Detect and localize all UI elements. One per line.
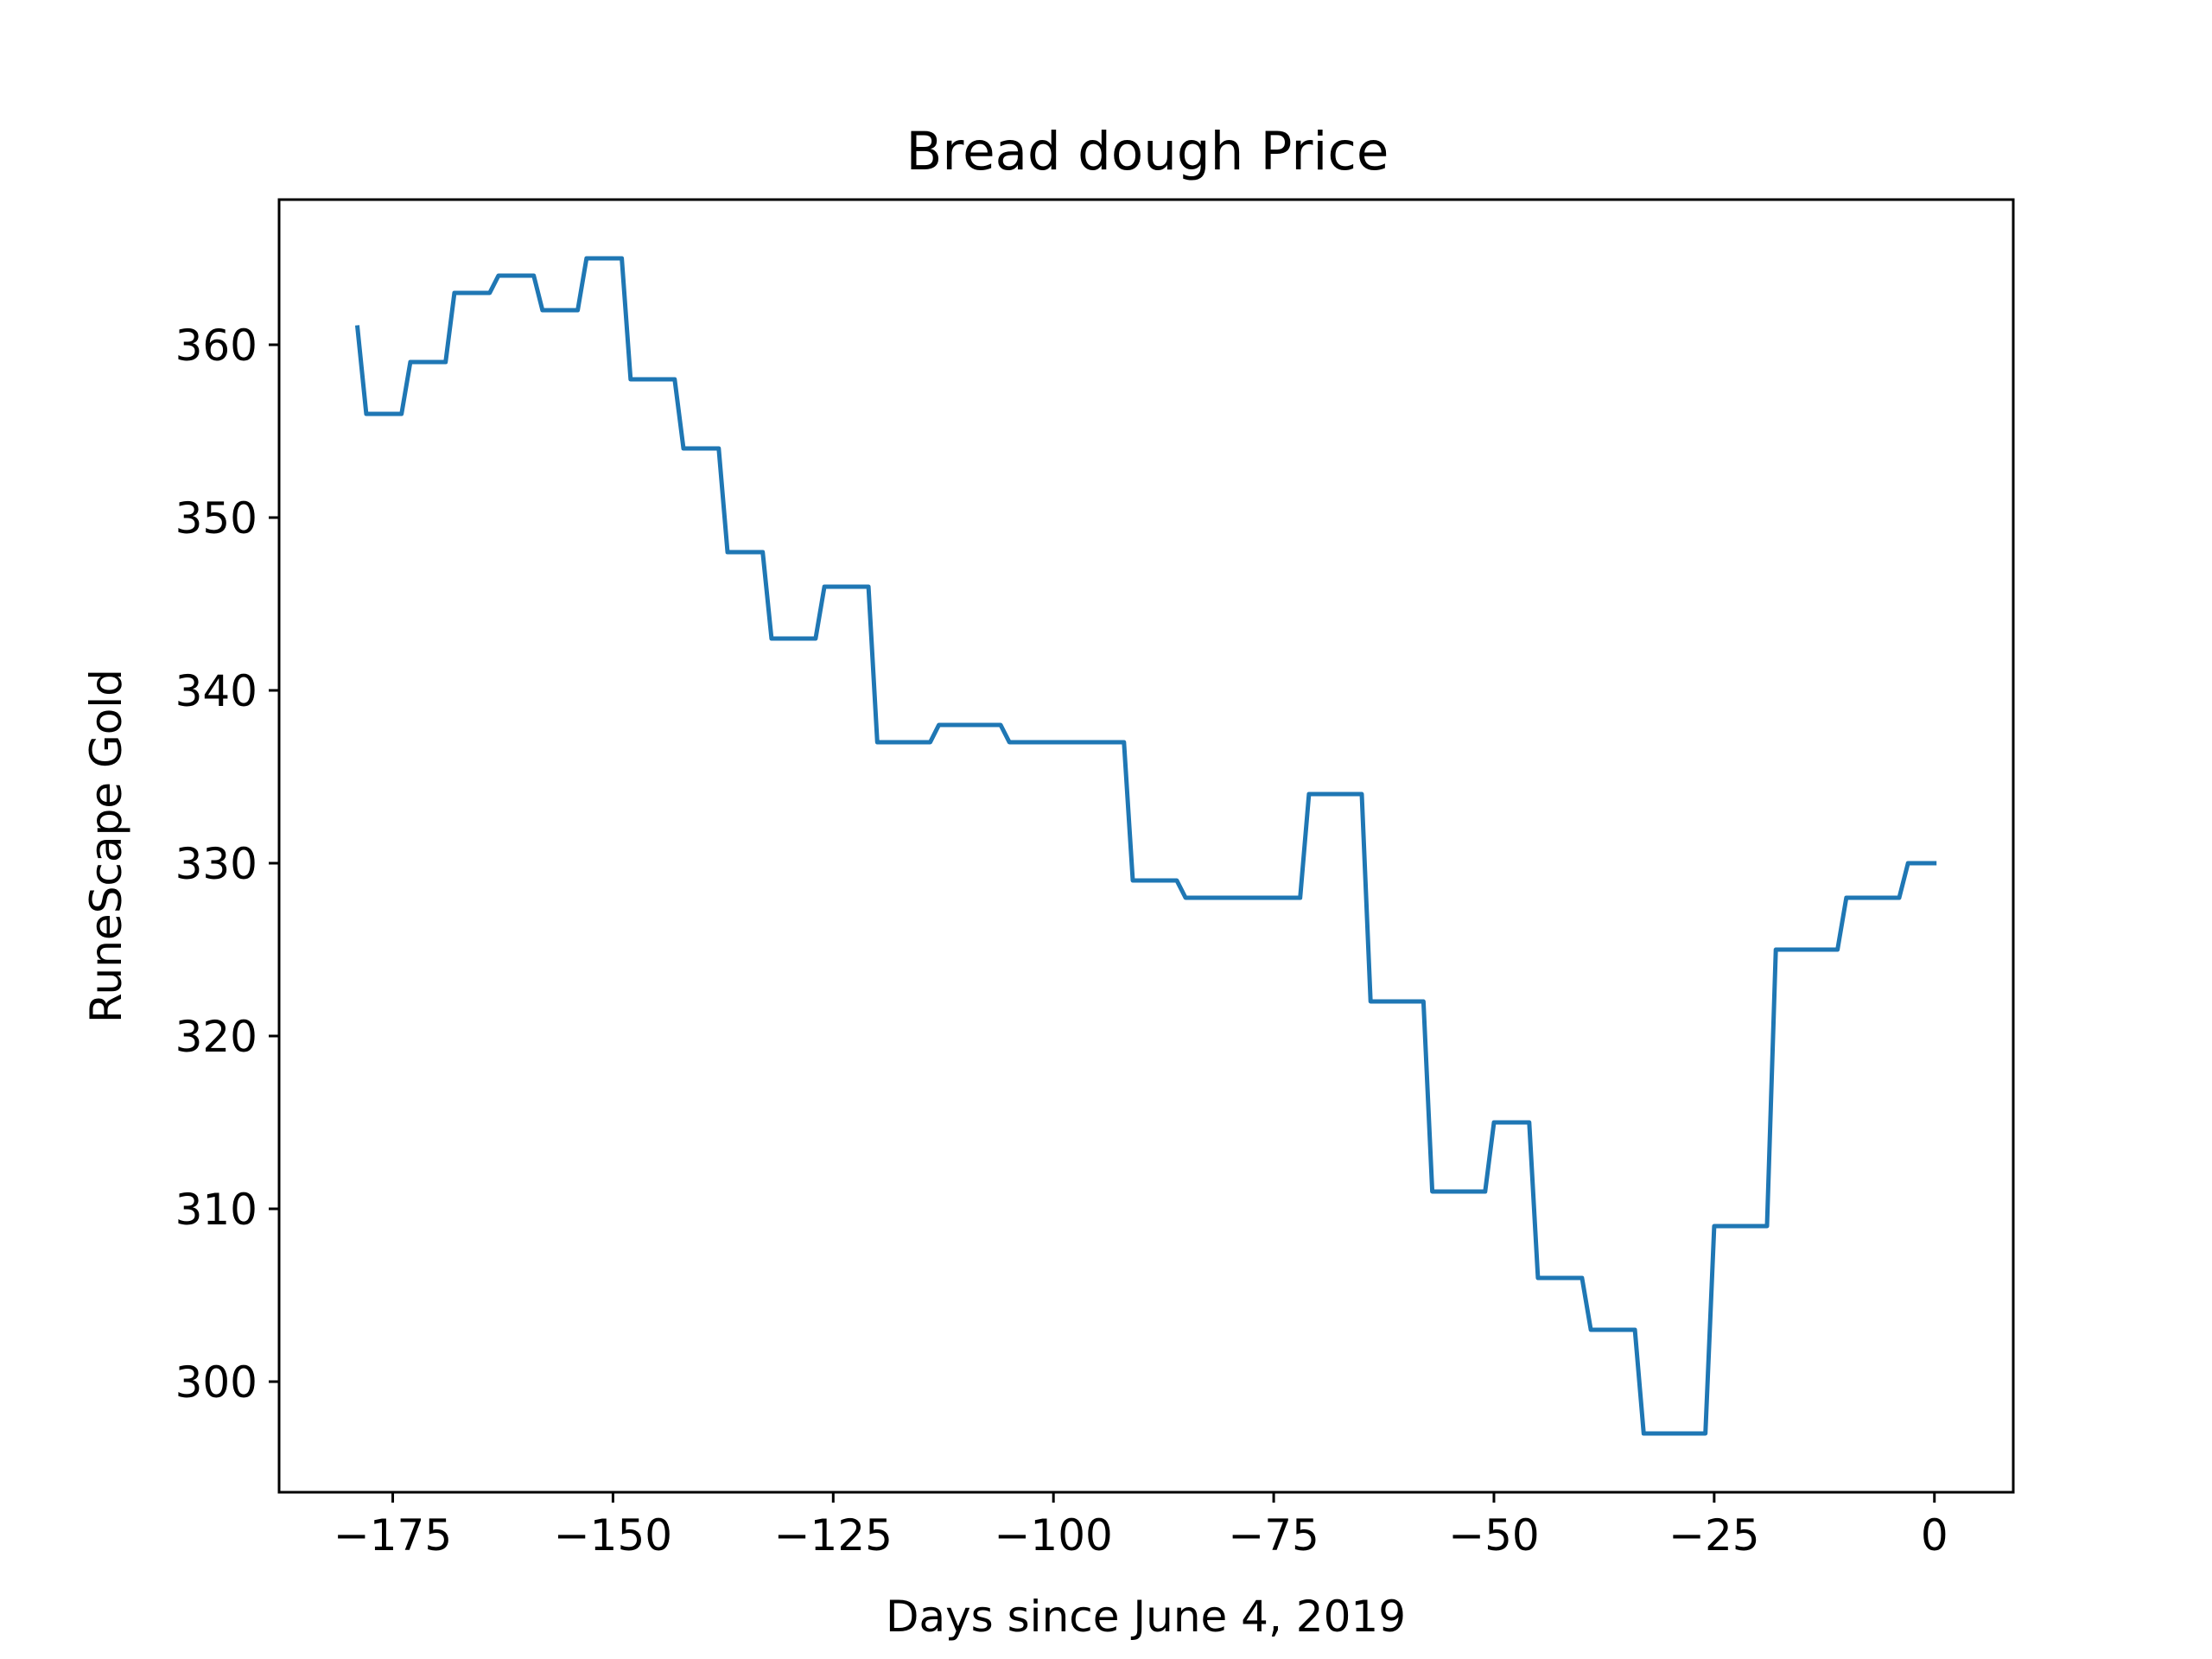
x-tick-label: −75 bbox=[1228, 1510, 1319, 1560]
y-tick-label: 360 bbox=[175, 321, 257, 371]
x-tick-label: −175 bbox=[334, 1510, 452, 1560]
x-tick-label: −25 bbox=[1669, 1510, 1760, 1560]
x-axis-label: Days since June 4, 2019 bbox=[886, 1592, 1406, 1642]
y-tick-label: 350 bbox=[175, 493, 257, 543]
plot-frame bbox=[277, 198, 2015, 1494]
x-tick-label: 0 bbox=[1921, 1510, 1948, 1560]
y-tick-label: 320 bbox=[175, 1012, 257, 1062]
x-tick-label: −150 bbox=[554, 1510, 672, 1560]
chart-title: Bread dough Price bbox=[906, 121, 1389, 182]
x-tick-label: −125 bbox=[774, 1510, 893, 1560]
y-axis: 300 310 320 330 340 350 360 bbox=[175, 321, 279, 1408]
price-series-line-0 bbox=[354, 256, 1937, 1436]
x-tick-label: −100 bbox=[995, 1510, 1113, 1560]
x-tick-label: −50 bbox=[1448, 1510, 1540, 1560]
y-tick-label: 340 bbox=[175, 666, 257, 716]
y-axis-label: RuneScape Gold bbox=[81, 669, 131, 1023]
y-tick-label: 300 bbox=[175, 1357, 257, 1408]
x-axis: −175 −150 −125 −100 −75 −50 −25 0 bbox=[334, 1492, 1948, 1560]
y-tick-label: 330 bbox=[175, 839, 257, 889]
y-tick-label: 310 bbox=[175, 1185, 257, 1235]
